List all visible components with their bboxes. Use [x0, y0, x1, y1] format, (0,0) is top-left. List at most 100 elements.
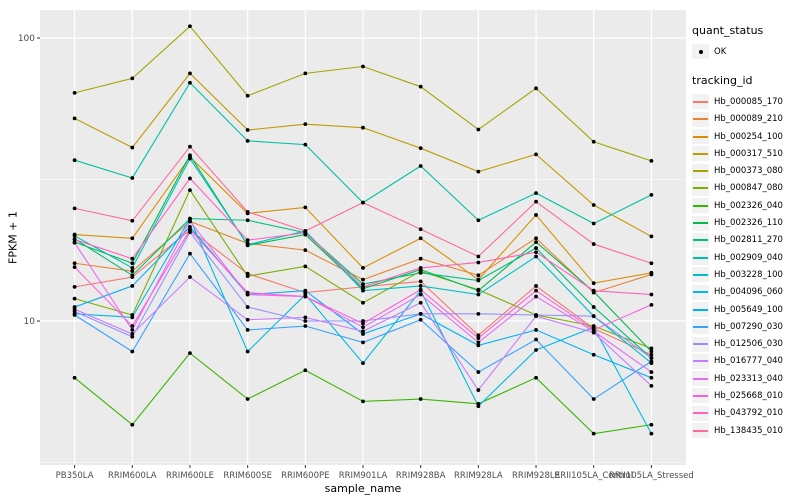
- data-point: [476, 169, 481, 174]
- data-point: [534, 314, 538, 319]
- legend-item: Hb_004096_060: [692, 284, 798, 301]
- data-point: [130, 218, 135, 223]
- data-point: [476, 288, 481, 293]
- data-point: [476, 388, 481, 392]
- data-point: [649, 270, 654, 275]
- line-symbol-icon: [693, 343, 708, 346]
- data-point: [591, 328, 596, 332]
- data-point: [534, 288, 538, 293]
- data-point: [418, 146, 423, 151]
- line-symbol-icon: [693, 291, 708, 294]
- data-point: [72, 313, 77, 317]
- data-point: [534, 328, 538, 332]
- data-point: [361, 329, 365, 334]
- data-point: [130, 315, 135, 320]
- data-point: [188, 153, 192, 158]
- data-point: [418, 256, 423, 261]
- legend-item-label: Hb_000089_210: [714, 114, 783, 125]
- data-point: [188, 351, 192, 356]
- data-point: [303, 319, 308, 323]
- data-point: [418, 279, 423, 284]
- data-point: [418, 317, 423, 322]
- legend-item-label: Hb_004096_060: [714, 287, 783, 298]
- data-point: [418, 300, 423, 305]
- data-point: [649, 431, 654, 436]
- legend-item: OK: [692, 43, 798, 60]
- data-point: [303, 142, 308, 147]
- data-point: [361, 321, 365, 326]
- data-point: [476, 404, 481, 409]
- legend-item: Hb_000085_170: [692, 93, 798, 110]
- data-point: [130, 269, 135, 274]
- data-point: [361, 332, 365, 336]
- data-point: [72, 240, 77, 245]
- data-point: [476, 278, 481, 283]
- legend-item-label: Hb_002811_270: [714, 235, 783, 246]
- legend-tracking-id-items: Hb_000085_170 Hb_000089_210 Hb_000254_100 H…: [692, 93, 798, 439]
- data-point: [649, 383, 654, 388]
- data-point: [476, 336, 481, 341]
- data-point: [188, 227, 192, 232]
- legend-item: Hb_002326_110: [692, 214, 798, 231]
- data-point: [649, 158, 654, 163]
- legend-quant-status-items: OK: [692, 43, 798, 60]
- legend-item: Hb_023313_040: [692, 370, 798, 387]
- legend-key: [692, 353, 709, 369]
- data-point: [591, 352, 596, 357]
- data-point: [303, 368, 308, 373]
- data-point: [534, 284, 538, 288]
- data-point: [245, 242, 250, 247]
- data-point: [591, 305, 596, 309]
- legend-tracking-id-title: tracking_id: [692, 74, 753, 88]
- data-point: [188, 156, 192, 161]
- legend-item: Hb_016777_040: [692, 353, 798, 370]
- legend-item-label: OK: [714, 46, 727, 57]
- legend-key: [692, 94, 709, 110]
- data-point: [245, 93, 250, 98]
- legend-item-label: Hb_043792_010: [714, 408, 783, 419]
- line-symbol-icon: [693, 152, 708, 155]
- data-point: [245, 128, 250, 132]
- legend-item: Hb_025668_010: [692, 387, 798, 404]
- data-point: [72, 284, 77, 289]
- data-point: [476, 292, 481, 297]
- data-point: [72, 265, 77, 270]
- x-tick-label: RRII105LA_Stressed: [609, 471, 694, 481]
- x-tick-label: RRII105LA_Control: [554, 471, 633, 481]
- data-point: [303, 288, 308, 293]
- legend-quant-status-title: quant_status: [692, 24, 764, 37]
- data-point: [188, 188, 192, 193]
- data-point: [649, 422, 654, 427]
- data-point: [591, 325, 596, 330]
- legend-item-label: Hb_000254_100: [714, 131, 783, 142]
- data-point: [534, 152, 538, 157]
- legend-item: Hb_000373_080: [692, 162, 798, 179]
- x-tick-label: RRIM901LA: [339, 471, 388, 481]
- data-point: [130, 334, 135, 339]
- line-symbol-icon: [693, 118, 708, 121]
- data-point: [591, 242, 596, 246]
- legend-item: Hb_002326_040: [692, 197, 798, 214]
- data-point: [534, 348, 538, 352]
- legend-item: Hb_000317_510: [692, 145, 798, 162]
- legend-key: [692, 129, 709, 145]
- legend-item-label: Hb_023313_040: [714, 373, 783, 384]
- data-point: [418, 311, 423, 316]
- data-point: [130, 236, 135, 241]
- data-point: [534, 240, 538, 245]
- data-point: [72, 158, 77, 163]
- data-point: [649, 234, 654, 239]
- data-point: [188, 219, 192, 224]
- data-point: [418, 292, 423, 297]
- legend-item-label: Hb_000317_510: [714, 148, 783, 159]
- data-point: [72, 261, 77, 266]
- legend-item-label: Hb_000847_080: [714, 183, 783, 194]
- data-point: [361, 284, 365, 289]
- data-point: [245, 305, 250, 309]
- data-point: [72, 90, 77, 95]
- x-axis-title: sample_name: [324, 482, 402, 495]
- legend-item-label: Hb_003228_100: [714, 269, 783, 280]
- x-tick-label: RRIM928LA: [454, 471, 503, 481]
- data-point: [245, 397, 250, 401]
- data-point: [534, 86, 538, 91]
